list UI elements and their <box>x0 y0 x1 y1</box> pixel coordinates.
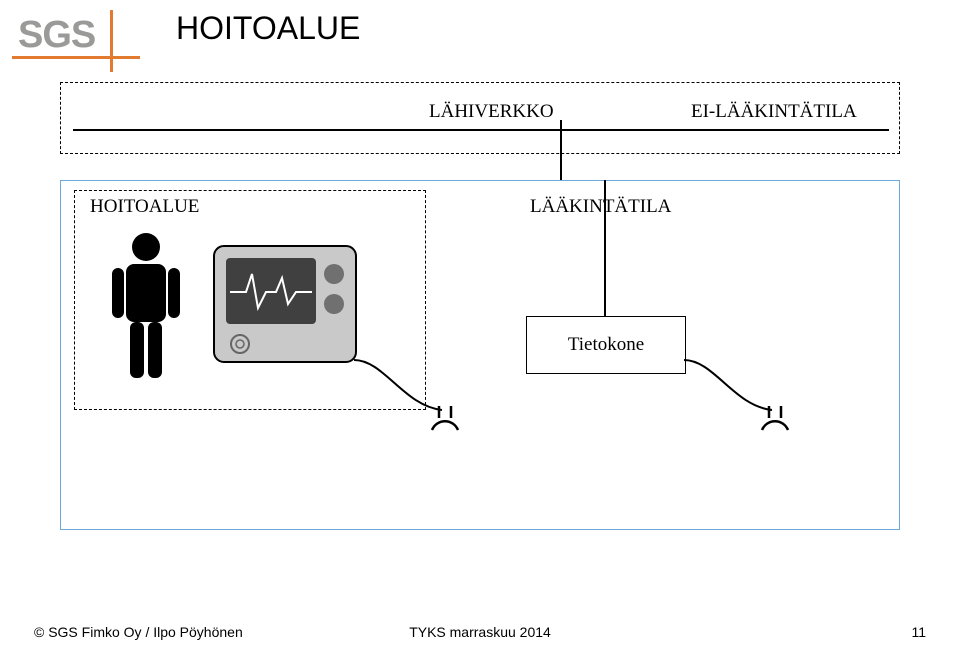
hoitoalue-label: HOITOALUE <box>90 196 199 218</box>
monitor-icon <box>212 244 358 364</box>
person-icon <box>108 232 184 382</box>
top-inner-line: LÄHIVERKKO EI-LÄÄKINTÄTILA <box>73 93 889 131</box>
sgs-logo-h-line <box>12 56 140 59</box>
page-title: HOITOALUE <box>176 10 360 47</box>
footer-center: TYKS marraskuu 2014 <box>0 624 960 640</box>
sgs-logo-text: SGS <box>18 16 95 54</box>
lahiverkko-label: LÄHIVERKKO <box>429 101 554 123</box>
sgs-logo-v-line <box>110 10 113 72</box>
tietokone-box: Tietokone <box>526 316 686 374</box>
footer-page-number: 11 <box>911 624 926 640</box>
connector-line-top <box>560 120 562 180</box>
sgs-logo: SGS <box>18 16 95 54</box>
plug-icon-2 <box>758 400 792 434</box>
connector-line-tietokone <box>604 180 606 316</box>
ei-laakintatila-label: EI-LÄÄKINTÄTILA <box>691 101 857 123</box>
laakintatila-label: LÄÄKINTÄTILA <box>530 196 671 218</box>
tietokone-label: Tietokone <box>568 334 644 356</box>
top-dashed-region: LÄHIVERKKO EI-LÄÄKINTÄTILA <box>60 82 900 154</box>
plug-icon-1 <box>428 400 462 434</box>
